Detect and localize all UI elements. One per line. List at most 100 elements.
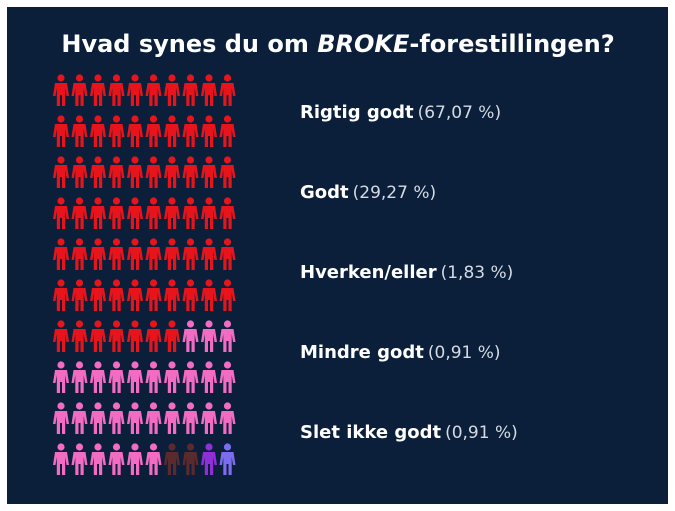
icon-head [149,197,158,205]
icon-body [127,452,143,475]
icon-head [205,402,213,410]
person-icon [90,402,106,434]
person-icon [201,279,217,311]
icon-head [94,115,102,123]
icon-body [164,452,180,475]
person-icon [90,279,106,311]
person-icon [90,320,106,352]
person-icon [145,74,162,106]
person-icon [219,443,236,475]
icon-head [149,74,158,82]
icon-body [108,411,125,434]
legend-value: (0,91 %) [445,423,518,443]
icon-body [71,124,88,147]
icon-head [57,238,65,246]
icon-head [112,197,121,205]
icon-body [127,165,143,188]
icon-head [168,238,176,246]
icon-body [182,370,199,393]
person-icon [53,402,69,434]
icon-head [149,320,158,328]
icon-head [57,74,65,82]
chart-title: Hvad synes du om BROKE-forestillingen? [61,30,614,58]
icon-body [201,83,217,106]
icon-head [75,320,84,328]
icon-head [168,320,176,328]
icon-body [201,247,217,270]
person-icon [53,156,69,188]
icon-head [75,156,84,164]
person-icon [201,115,217,147]
icon-body [145,411,162,434]
icon-body [127,411,143,434]
icon-body [90,411,106,434]
person-icon [127,320,143,352]
person-icon [182,74,199,106]
icon-head [131,74,139,82]
icon-head [205,320,213,328]
person-icon [71,238,88,270]
person-icon [164,279,180,311]
icon-head [131,115,139,123]
icon-body [145,370,162,393]
legend-entry: Slet ikke godt (0,91 %) [300,422,518,443]
icon-body [201,411,217,434]
icon-head [57,279,65,287]
person-icon [90,197,106,229]
icon-head [149,238,158,246]
icon-head [75,74,84,82]
icon-head [186,443,195,451]
icon-body [71,329,88,352]
icon-body [219,124,236,147]
icon-head [205,197,213,205]
icon-body [164,370,180,393]
icon-head [57,402,65,410]
icon-head [186,115,195,123]
person-icon [145,361,162,393]
icon-body [182,206,199,229]
icon-head [94,156,102,164]
legend-name: Mindre godt [300,342,424,363]
person-icon [71,156,88,188]
icon-body [145,329,162,352]
icon-body [219,329,236,352]
person-icon [182,197,199,229]
icon-head [149,115,158,123]
icon-body [145,206,162,229]
icon-head [131,320,139,328]
icon-body [90,165,106,188]
legend-entry: Hverken/eller (1,83 %) [300,262,513,283]
icon-body [182,411,199,434]
person-icon [71,402,88,434]
person-icon [71,197,88,229]
person-icon [145,402,162,434]
person-icon [53,443,69,475]
icon-body [108,370,125,393]
icon-head [223,361,232,369]
icon-head [149,443,158,451]
icon-head [168,279,176,287]
person-icon [53,361,69,393]
icon-body [164,165,180,188]
icon-body [219,288,236,311]
icon-head [205,361,213,369]
person-icon [71,361,88,393]
icon-head [149,279,158,287]
icon-body [53,206,69,229]
person-icon [164,115,180,147]
icon-head [75,402,84,410]
icon-head [75,361,84,369]
person-icon [127,156,143,188]
person-icon [108,74,125,106]
icon-body [108,247,125,270]
icon-head [223,74,232,82]
person-icon [127,197,143,229]
icon-head [223,115,232,123]
icon-body [71,206,88,229]
icon-head [57,115,65,123]
person-icon [219,279,236,311]
icon-body [219,247,236,270]
icon-body [201,206,217,229]
person-icon [201,197,217,229]
icon-body [71,288,88,311]
